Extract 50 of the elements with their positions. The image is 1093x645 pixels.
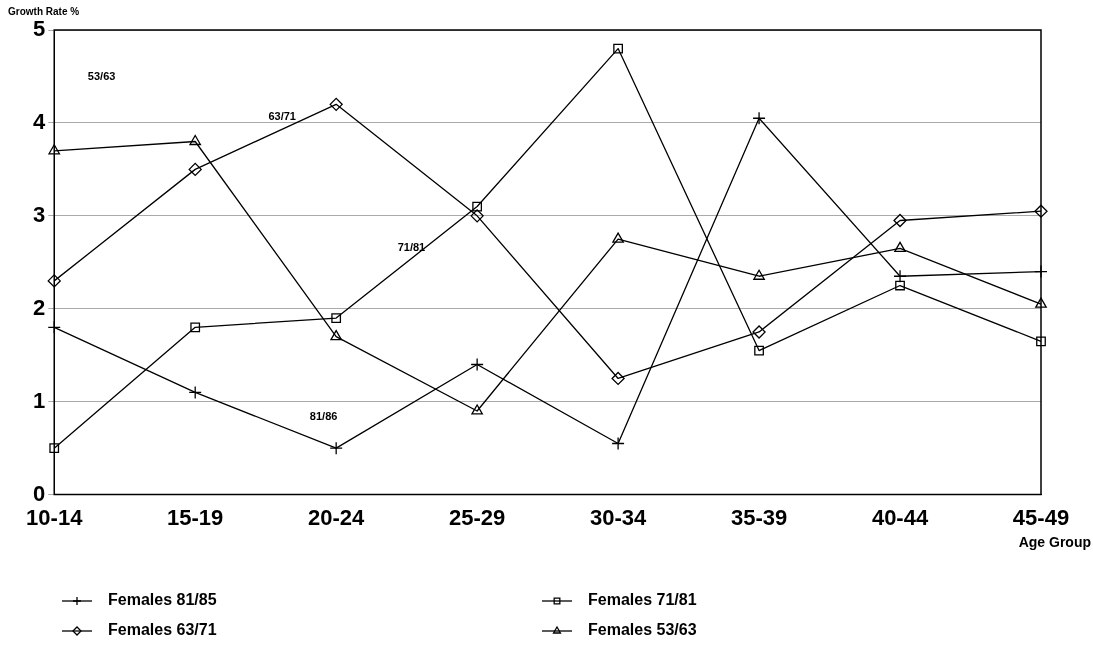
x-tick-label: 20-24	[308, 504, 366, 530]
point	[1034, 204, 1048, 218]
annotation: 71/81	[397, 240, 426, 253]
y-tick-label: 5	[32, 16, 46, 42]
x-tick-label: 25-29	[448, 504, 506, 530]
y-axis-title: Growth Rate %	[8, 5, 80, 17]
point	[1035, 297, 1047, 308]
point	[329, 97, 343, 111]
y-tick-label: 4	[32, 108, 46, 134]
legend-label: Females 71/81	[588, 591, 697, 609]
point	[1036, 336, 1046, 347]
point	[753, 269, 765, 280]
point	[613, 43, 623, 54]
x-tick-label: 35-39	[730, 504, 788, 530]
annotation: 63/71	[268, 110, 296, 123]
point	[48, 144, 61, 155]
legend-label: Females 81/85	[108, 591, 217, 609]
y-tick-label: 1	[32, 387, 46, 413]
legend-label: Females 53/63	[588, 621, 697, 639]
y-tick-label: 3	[32, 201, 46, 227]
point	[611, 436, 625, 451]
point	[190, 322, 201, 333]
x-axis-title: Age Group	[1018, 534, 1091, 551]
point	[471, 404, 483, 415]
point	[470, 209, 484, 223]
point	[894, 241, 906, 253]
x-tick-label: 30-34	[589, 504, 647, 530]
point	[895, 280, 905, 291]
point	[470, 357, 484, 372]
point	[49, 443, 60, 454]
point	[47, 274, 61, 288]
point	[612, 232, 624, 243]
point	[472, 201, 483, 212]
point	[754, 345, 764, 356]
point	[611, 371, 625, 386]
y-tick-label: 0	[32, 480, 46, 506]
legend-label: Females 63/71	[108, 621, 217, 639]
annotation: 81/86	[309, 410, 338, 423]
point	[893, 213, 907, 228]
x-tick-label: 15-19	[167, 504, 224, 530]
point	[752, 325, 766, 339]
x-tick-label: 40-44	[871, 504, 929, 530]
point	[188, 162, 202, 177]
x-tick-label: 45-49	[1012, 504, 1070, 530]
annotation: 53/63	[87, 70, 116, 83]
point	[189, 134, 202, 146]
y-tick-label: 2	[32, 294, 46, 320]
x-tick-label: 10-14	[26, 504, 84, 530]
point	[330, 329, 343, 341]
point	[331, 313, 342, 323]
